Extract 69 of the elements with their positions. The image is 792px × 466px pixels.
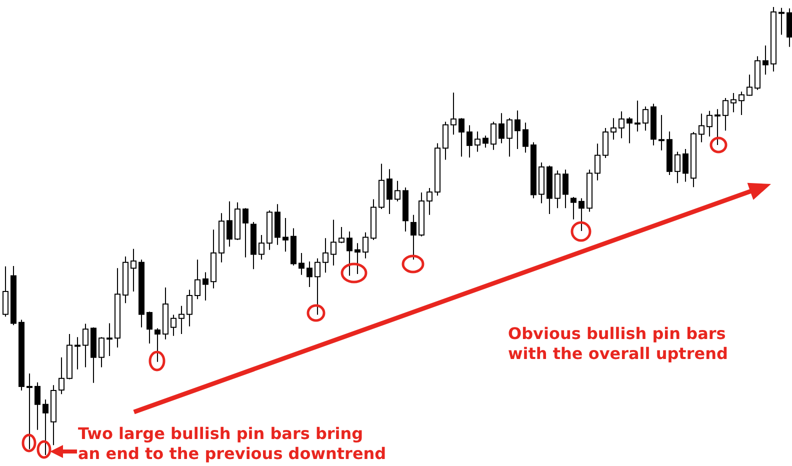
candlestick [282,218,288,252]
candlestick [98,336,104,368]
candlestick [594,143,600,181]
candlestick [738,91,744,116]
candlestick [330,219,336,266]
candlestick [562,169,568,209]
candlestick [658,114,664,151]
candlestick [338,226,344,244]
candlestick [626,116,632,144]
candlestick [394,180,400,202]
candlestick [298,252,304,276]
candlestick [506,118,512,158]
candlestick [106,322,112,356]
candlestick [26,372,32,450]
candlestick [322,238,328,274]
candlestick [610,118,616,140]
candlestick [146,311,152,344]
candlestick [474,131,480,152]
candlestick [466,124,472,158]
candlestick [314,258,320,316]
candlestick [762,45,768,76]
candlestick [178,305,184,335]
candlestick [130,248,136,292]
candlestick [170,314,176,336]
candlestick [522,122,528,154]
candlestick [42,398,48,455]
candlestick [362,232,368,259]
candlestick [618,110,624,139]
candlestick [514,110,520,150]
candlestick [642,106,648,132]
candlestick [258,234,264,260]
candlestick [154,328,160,362]
candlestick [682,148,688,182]
candlestick [34,382,40,430]
candlestick [82,323,88,368]
candlestick [74,336,80,370]
candlestick [386,168,392,214]
candlestick [722,97,728,132]
candlestick [714,108,720,146]
candlestick [490,121,496,150]
candlestick [186,289,192,327]
candlestick [346,230,352,276]
candlestick [778,7,784,36]
candlestick [442,121,448,160]
candlestick [58,356,64,395]
candlestick [602,127,608,158]
candlestick [674,151,680,184]
candlestick [498,112,504,144]
annotation: Two large bullish pin bars bring an end to the previous downtrend [78,424,386,463]
candlestick [570,196,576,220]
annotation: Obvious bullish pin bars with the overall uptrend [508,324,728,363]
candlestick [2,266,8,318]
candlestick [706,110,712,137]
candlestick [410,214,416,260]
candlestick [482,135,488,148]
candlestick [458,118,464,158]
candlestick [306,260,312,288]
candlestick [730,92,736,113]
candlestick [426,187,432,216]
candlestick [698,113,704,143]
candlestick [242,208,248,258]
candlestick [202,272,208,301]
candlestick [194,259,200,300]
candlestick [578,198,584,232]
candlestick [450,92,456,136]
candlestick [746,74,752,96]
candlestick [634,100,640,132]
candlestick [354,242,360,275]
candlestick [226,200,232,248]
